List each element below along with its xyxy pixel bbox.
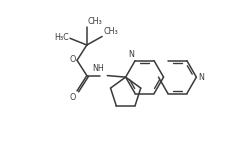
Text: H₃C: H₃C	[54, 33, 69, 42]
Text: O: O	[70, 55, 76, 64]
Text: NH: NH	[92, 64, 104, 73]
Text: CH₃: CH₃	[103, 27, 118, 36]
Text: N: N	[198, 73, 204, 82]
Text: N: N	[129, 50, 135, 59]
Text: O: O	[70, 93, 76, 102]
Text: CH₃: CH₃	[88, 17, 103, 26]
